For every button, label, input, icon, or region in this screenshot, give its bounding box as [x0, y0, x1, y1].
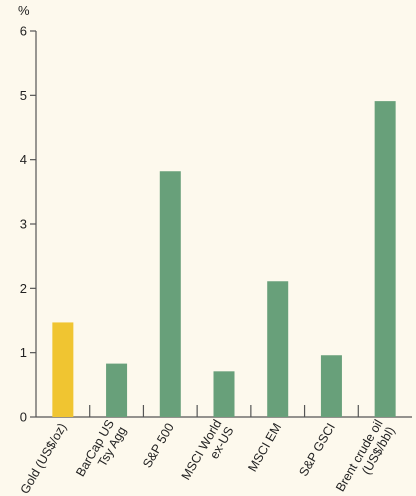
bar: [106, 363, 128, 417]
category-label: S&P 500: [140, 421, 177, 471]
bar: [213, 371, 235, 417]
category-label: S&P GSCI: [296, 421, 338, 479]
y-tick-label: 1: [20, 345, 27, 360]
category-label: Gold (US$/oz): [18, 421, 70, 496]
category-label-line: Gold (US$/oz): [18, 421, 70, 496]
y-tick-label: 2: [20, 281, 27, 296]
y-tick-label: 5: [20, 88, 27, 103]
bar: [320, 355, 342, 417]
bars: [52, 101, 396, 417]
y-tick-label: 6: [20, 24, 27, 39]
bar: [374, 101, 396, 417]
category-label-line: MSCI EM: [245, 421, 284, 474]
category-label-line: S&P 500: [140, 421, 177, 471]
bar: [159, 171, 181, 417]
bar: [267, 281, 289, 417]
category-label: Brent crude oil(US$/bbl): [333, 417, 398, 494]
category-label-line: S&P GSCI: [296, 421, 338, 479]
bar: [52, 322, 74, 417]
y-tick-label: 4: [20, 152, 27, 167]
y-tick-label: 3: [20, 217, 27, 232]
y-axis: 0 1 2 3 4 5 6: [20, 24, 37, 425]
y-tick-label: 0: [20, 410, 27, 425]
category-label: MSCI EM: [245, 421, 284, 474]
y-axis-unit-label: %: [18, 3, 30, 18]
